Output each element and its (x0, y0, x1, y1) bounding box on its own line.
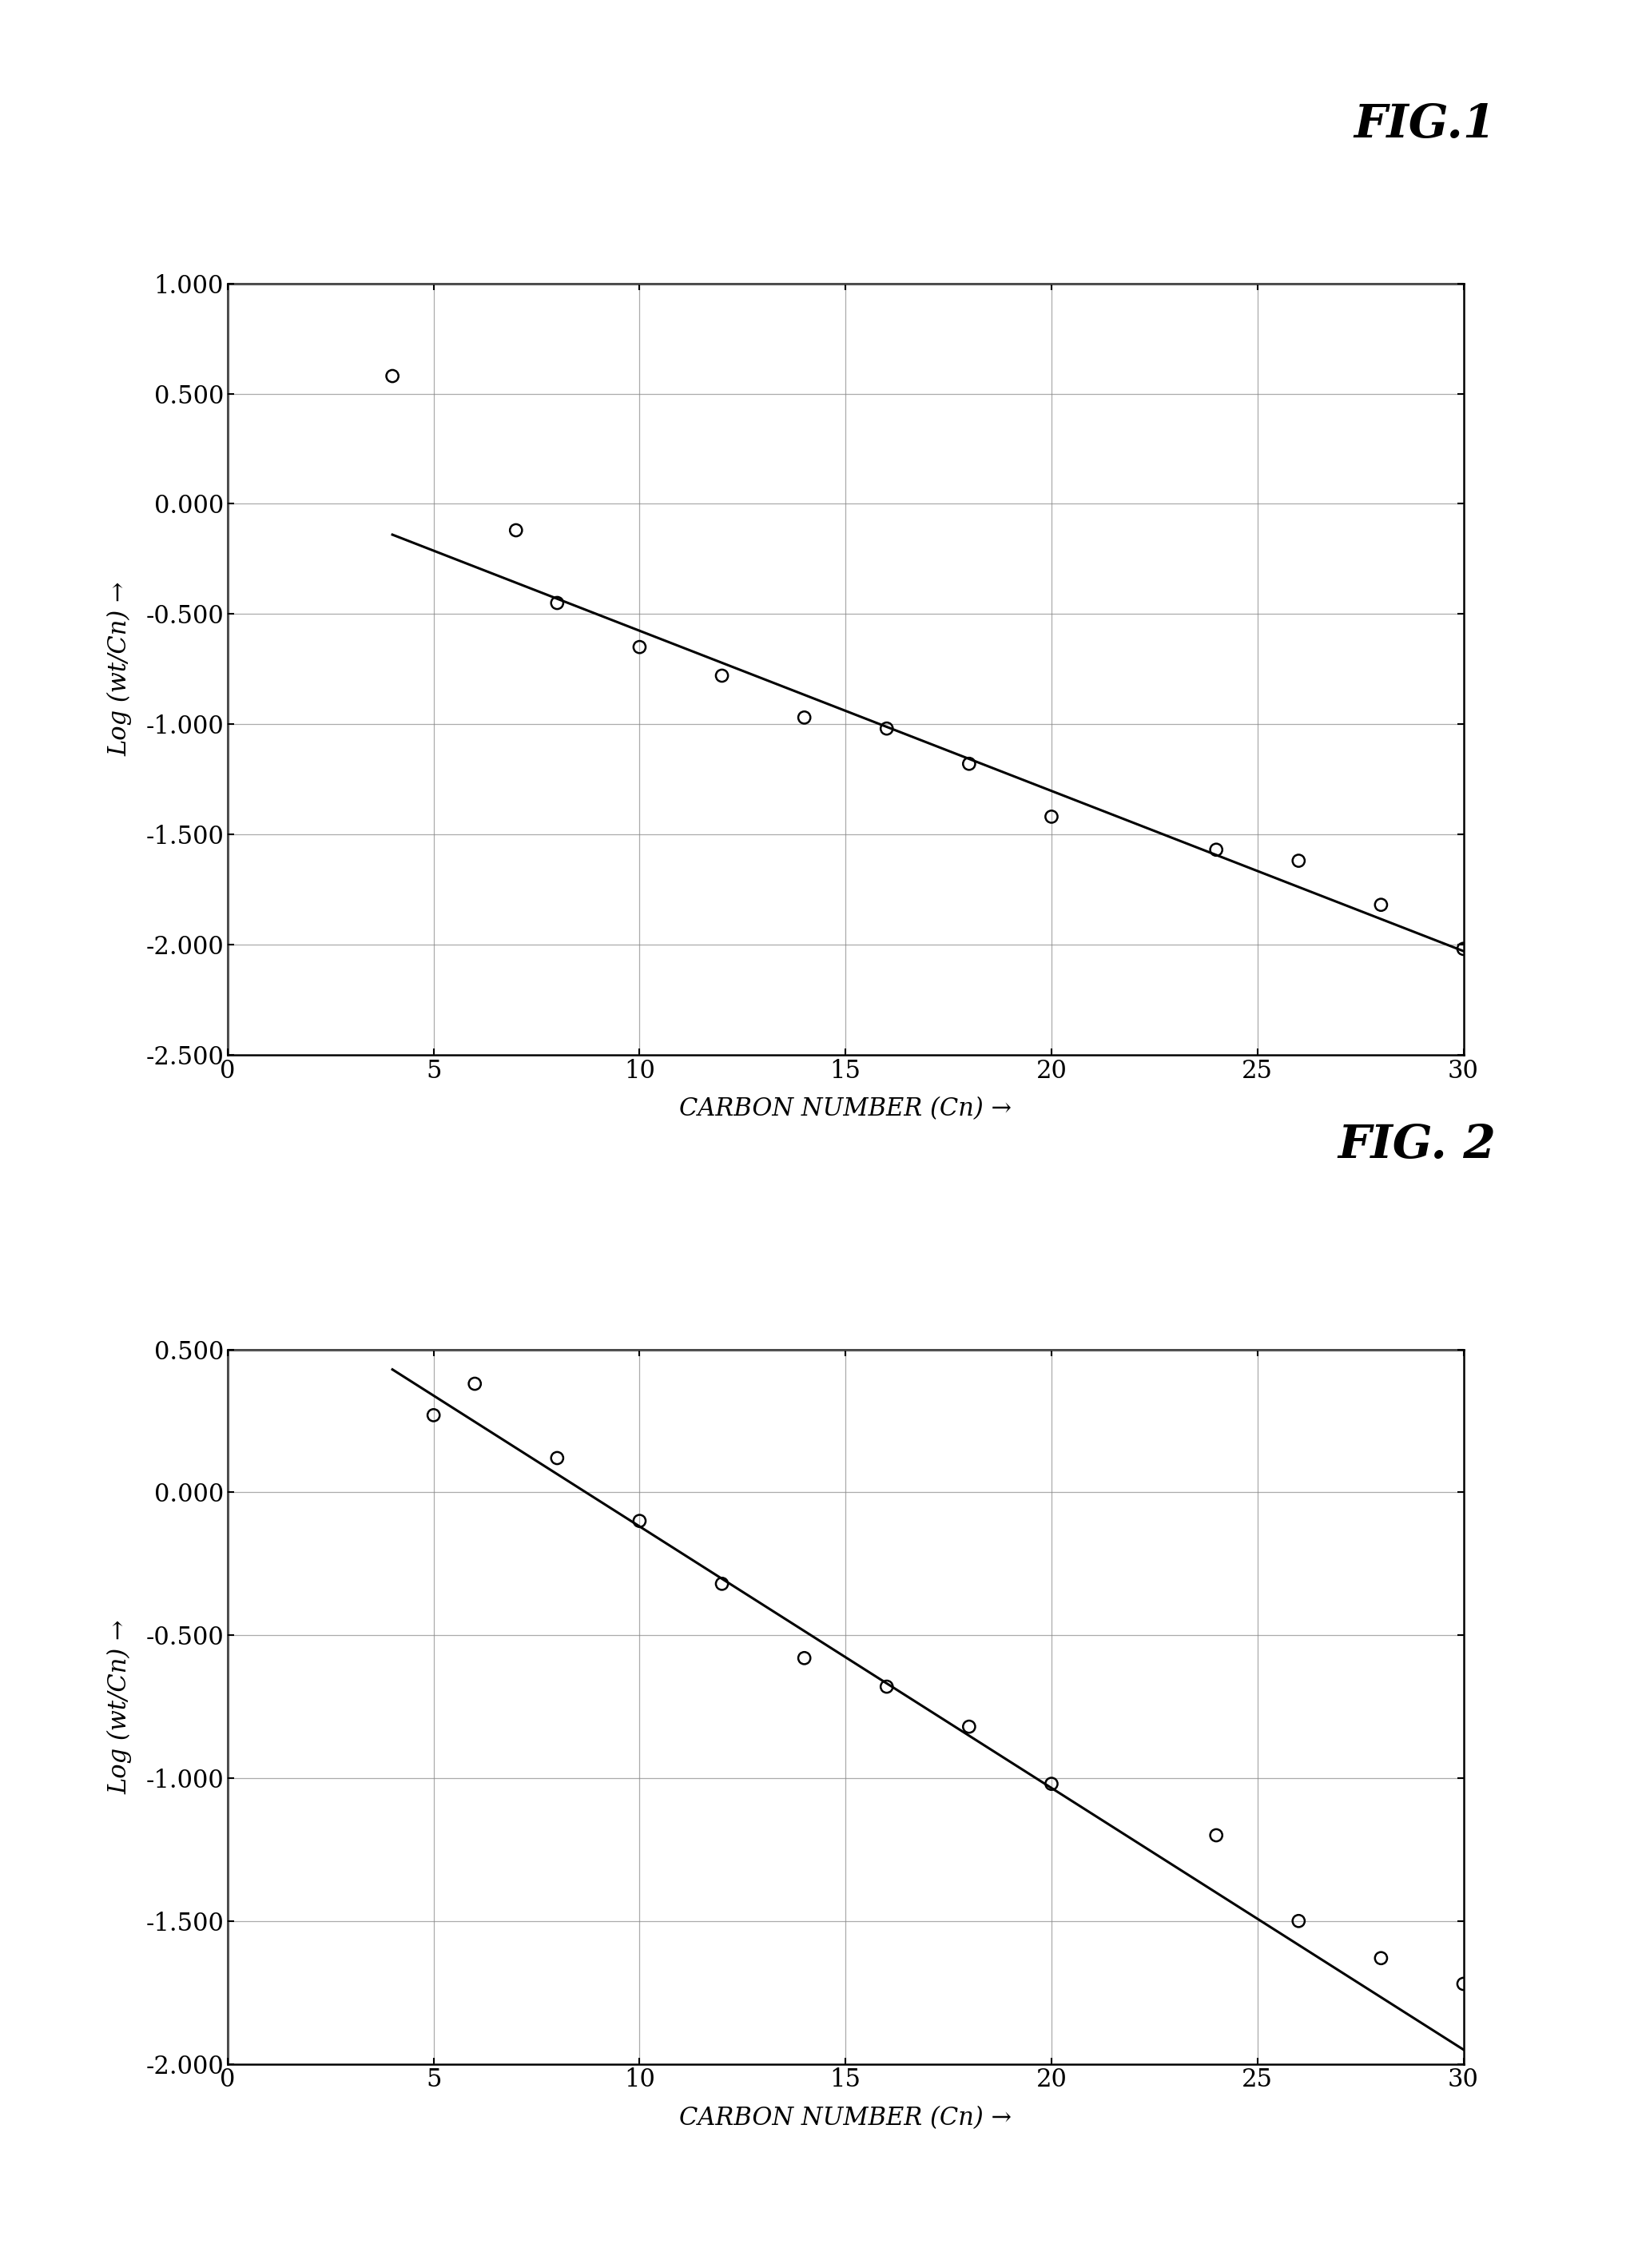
Point (709, 1565, 735, 1601)
Point (379, 358, 405, 395)
Point (626, 628, 652, 665)
Point (709, 658, 735, 694)
X-axis label: CARBON NUMBER (Cn) →: CARBON NUMBER (Cn) → (680, 1098, 1011, 1120)
Point (545, 585, 571, 621)
Point (626, 1504, 652, 1540)
Point (1450, 930, 1476, 966)
Point (421, 1397, 447, 1433)
Point (462, 1365, 488, 1402)
Point (1039, 798, 1065, 835)
Point (1203, 1817, 1229, 1853)
Point (1450, 1966, 1476, 2003)
Y-axis label: Log (wt/Cn) →: Log (wt/Cn) → (107, 583, 132, 755)
Y-axis label: Log (wt/Cn) →: Log (wt/Cn) → (107, 1619, 132, 1794)
Point (1367, 1939, 1393, 1975)
Point (956, 746, 982, 782)
Point (792, 1640, 818, 1676)
Point (545, 1440, 571, 1476)
Point (1367, 887, 1393, 923)
Point (1286, 844, 1312, 880)
Text: FIG.1: FIG.1 (1354, 102, 1496, 147)
Point (873, 1669, 899, 1706)
Text: FIG. 2: FIG. 2 (1338, 1123, 1496, 1168)
Point (502, 513, 528, 549)
Point (1286, 1903, 1312, 1939)
Point (792, 699, 818, 735)
Point (956, 1708, 982, 1744)
Point (873, 710, 899, 746)
X-axis label: CARBON NUMBER (Cn) →: CARBON NUMBER (Cn) → (680, 2107, 1011, 2130)
Point (1039, 1767, 1065, 1803)
Point (1203, 832, 1229, 869)
